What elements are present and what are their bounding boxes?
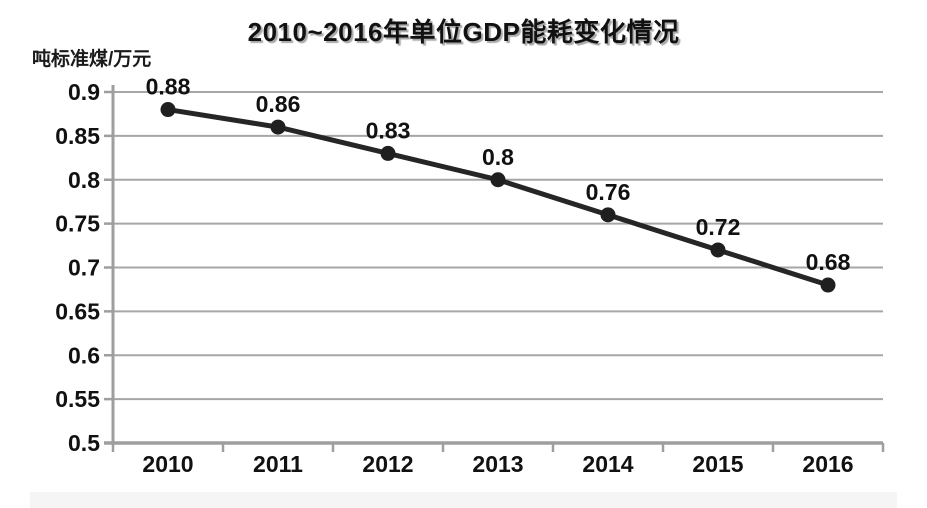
- x-tick-label: 2014: [582, 451, 633, 477]
- data-point-label: 0.68: [806, 249, 851, 275]
- data-point: [490, 172, 506, 188]
- data-point: [600, 207, 616, 223]
- y-tick-label: 0.9: [68, 79, 100, 105]
- data-point-label: 0.76: [586, 179, 631, 205]
- data-point-label: 0.86: [256, 91, 301, 117]
- chart-title: 2010~2016年单位GDP能耗变化情况: [247, 17, 680, 47]
- data-point-label: 0.88: [146, 74, 191, 100]
- data-point-label: 0.83: [366, 117, 411, 143]
- y-tick-label: 0.6: [68, 342, 100, 368]
- x-tick-label: 2010: [142, 451, 193, 477]
- x-tick-label: 2013: [472, 451, 523, 477]
- x-tick-label: 2015: [692, 451, 743, 477]
- y-axis-unit-label: 吨标准煤/万元: [32, 49, 152, 70]
- data-point: [270, 119, 286, 135]
- x-tick-label: 2011: [253, 451, 303, 477]
- y-tick-label: 0.75: [55, 211, 100, 237]
- data-point: [820, 277, 836, 293]
- y-tick-label: 0.65: [55, 298, 100, 324]
- y-tick-label: 0.55: [55, 386, 100, 412]
- scan-edge-band: [30, 492, 897, 508]
- y-tick-label: 0.85: [55, 123, 100, 149]
- y-tick-label: 0.7: [68, 255, 100, 281]
- y-tick-label: 0.5: [68, 430, 100, 456]
- data-point-label: 0.8: [482, 144, 514, 170]
- x-tick-label: 2016: [802, 451, 853, 477]
- y-tick-label: 0.8: [68, 167, 100, 193]
- data-point-label: 0.72: [696, 214, 741, 240]
- x-tick-label: 2012: [362, 451, 413, 477]
- data-point: [380, 145, 396, 161]
- data-point: [160, 102, 176, 118]
- data-point: [710, 242, 726, 258]
